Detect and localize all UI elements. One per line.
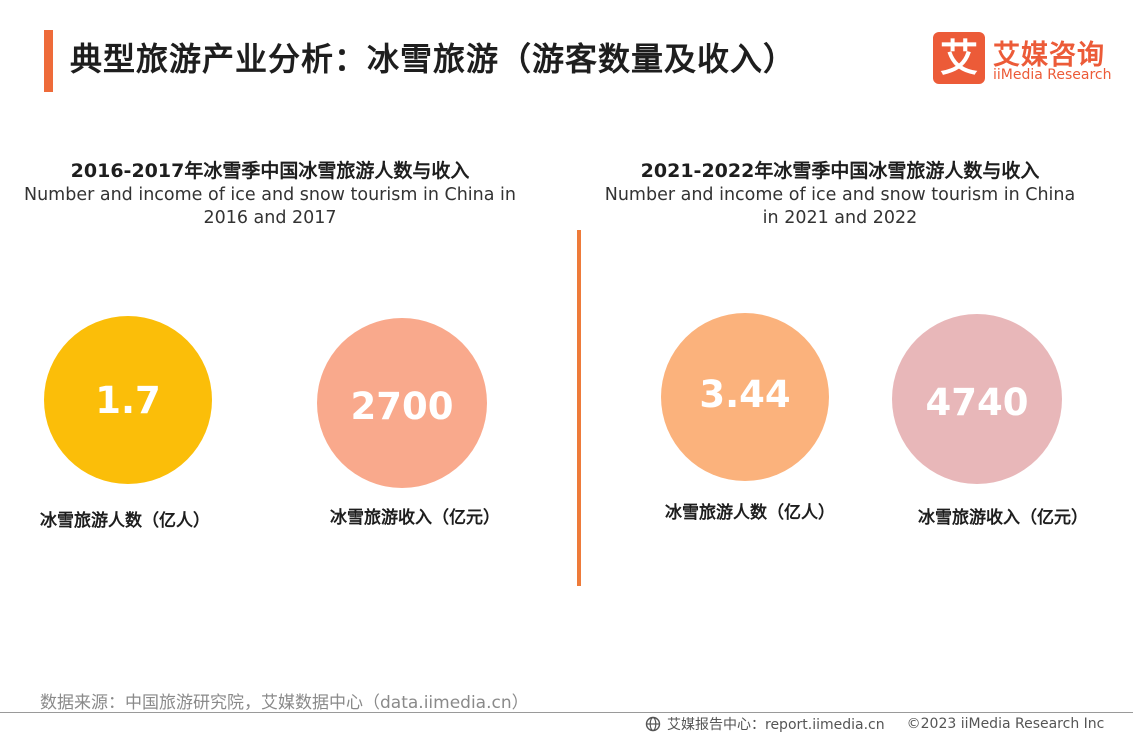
tourist-count-2021-bubble: 3.44 (661, 313, 829, 481)
left-panel-subtitle-line-2: 2016 and 2017 (203, 208, 337, 228)
tourist-count-2021-value: 3.44 (699, 372, 791, 416)
right-panel-subtitle-line-2: in 2021 and 2022 (762, 208, 918, 228)
footer-bar: 艾媒报告中心：report.iimedia.cn ©2023 iiMedia R… (645, 714, 1104, 734)
brand-mark-icon: 艾 (933, 32, 985, 84)
tourist-count-2016-bubble: 1.7 (44, 316, 212, 484)
brand-logo: 艾 艾媒咨询 iiMedia Research (933, 32, 1123, 87)
revenue-2016-value: 2700 (350, 384, 454, 428)
report-center-link[interactable]: 艾媒报告中心：report.iimedia.cn (667, 717, 885, 733)
revenue-2021-bubble: 4740 (892, 314, 1062, 484)
globe-icon (645, 716, 661, 732)
revenue-2021-label: 冰雪旅游收入（亿元） (918, 508, 1088, 528)
revenue-2016-bubble: 2700 (317, 318, 487, 488)
copyright-text: ©2023 iiMedia Research Inc (906, 716, 1105, 732)
footer-divider (0, 712, 1133, 713)
tourist-count-2016-label: 冰雪旅游人数（亿人） (40, 511, 210, 531)
tourist-count-2016-value: 1.7 (95, 378, 161, 422)
brand-name-cn: 艾媒咨询 (993, 40, 1105, 71)
left-panel-title: 2016-2017年冰雪季中国冰雪旅游人数与收入 Number and inco… (20, 156, 520, 229)
right-panel-subtitle-line-1: Number and income of ice and snow touris… (604, 185, 1076, 205)
title-accent-bar (44, 30, 53, 92)
data-source-note: 数据来源：中国旅游研究院，艾媒数据中心（data.iimedia.cn） (40, 693, 529, 713)
revenue-2021-value: 4740 (925, 380, 1029, 424)
panel-divider (577, 230, 581, 586)
revenue-2016-label: 冰雪旅游收入（亿元） (330, 508, 500, 528)
right-panel-title: 2021-2022年冰雪季中国冰雪旅游人数与收入 Number and inco… (590, 156, 1090, 229)
left-panel-title-cn: 2016-2017年冰雪季中国冰雪旅游人数与收入 (70, 160, 470, 182)
page-title: 典型旅游产业分析：冰雪旅游（游客数量及收入） (70, 40, 797, 78)
brand-name-en: iiMedia Research (993, 67, 1112, 83)
tourist-count-2021-label: 冰雪旅游人数（亿人） (665, 503, 835, 523)
right-panel-title-cn: 2021-2022年冰雪季中国冰雪旅游人数与收入 (640, 160, 1040, 182)
left-panel-subtitle-line-1: Number and income of ice and snow touris… (24, 185, 516, 205)
